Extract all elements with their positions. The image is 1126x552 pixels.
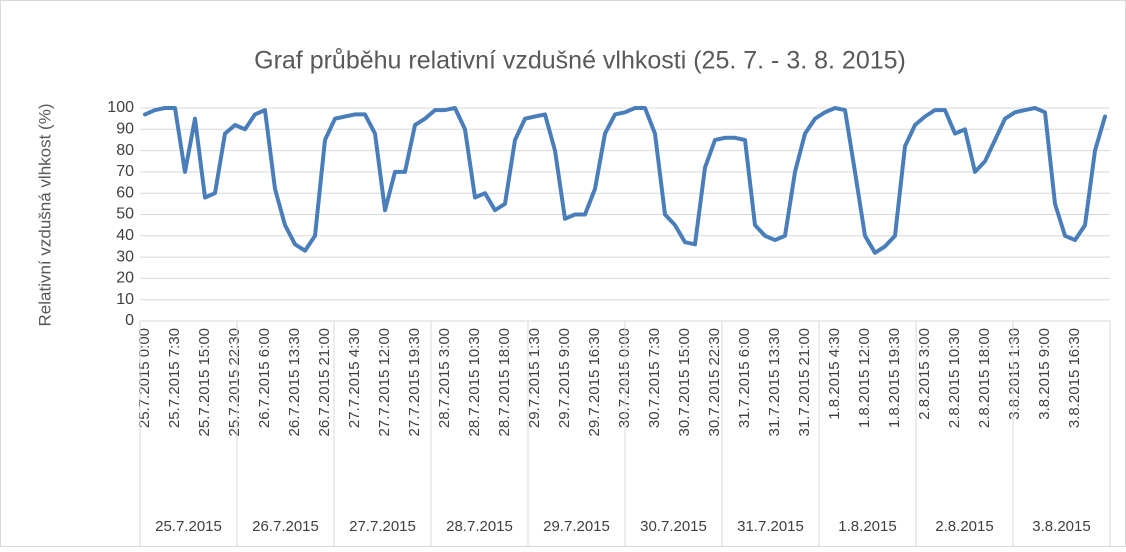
y-tick-label: 80 xyxy=(116,142,134,159)
x-tick-label: 27.7.2015 12:00 xyxy=(376,328,393,436)
x-tick-label: 3.8.2015 9:00 xyxy=(1036,328,1053,420)
group-label: 28.7.2015 xyxy=(446,518,513,535)
y-tick-label: 50 xyxy=(116,206,134,223)
x-tick-label: 30.7.2015 22:30 xyxy=(706,328,723,436)
x-tick-label: 28.7.2015 3:00 xyxy=(436,328,453,428)
x-tick-label: 25.7.2015 15:00 xyxy=(196,328,213,436)
x-tick-label: 2.8.2015 18:00 xyxy=(976,328,993,428)
x-tick-label: 29.7.2015 16:30 xyxy=(586,328,603,436)
x-tick-label: 3.8.2015 16:30 xyxy=(1066,328,1083,428)
y-tick-label: 70 xyxy=(116,163,134,180)
group-label: 31.7.2015 xyxy=(737,518,804,535)
y-tick-label: 10 xyxy=(116,291,134,308)
x-tick-label: 31.7.2015 6:00 xyxy=(736,328,753,428)
group-label: 30.7.2015 xyxy=(640,518,707,535)
y-tick-label: 60 xyxy=(116,184,134,201)
y-tick-label: 100 xyxy=(107,99,134,116)
x-tick-label: 31.7.2015 13:30 xyxy=(766,328,783,436)
x-tick-label: 29.7.2015 1:30 xyxy=(526,328,543,428)
x-tick-label: 31.7.2015 21:00 xyxy=(796,328,813,436)
x-tick-label: 28.7.2015 10:30 xyxy=(466,328,483,436)
y-tick-label: 90 xyxy=(116,121,134,138)
x-tick-label: 3.8.2015 1:30 xyxy=(1006,328,1023,420)
y-axis-title: Relativní vzdušná vlhkost (%) xyxy=(35,104,54,327)
group-label: 1.8.2015 xyxy=(838,518,896,535)
x-tick-label: 25.7.2015 0:00 xyxy=(136,328,153,428)
x-tick-label: 1.8.2015 12:00 xyxy=(856,328,873,428)
y-tick-label: 40 xyxy=(116,227,134,244)
group-label: 25.7.2015 xyxy=(155,518,222,535)
x-tick-label: 27.7.2015 4:30 xyxy=(346,328,363,428)
x-tick-label: 2.8.2015 3:00 xyxy=(916,328,933,420)
chart-title: Graf průběhu relativní vzdušné vlhkosti … xyxy=(254,47,906,75)
x-tick-label: 26.7.2015 6:00 xyxy=(256,328,273,428)
data-line xyxy=(143,106,1107,255)
x-tick-label: 1.8.2015 19:30 xyxy=(886,328,903,428)
y-tick-label: 30 xyxy=(116,248,134,265)
x-tick-label: 27.7.2015 19:30 xyxy=(406,328,423,436)
y-tick-label: 0 xyxy=(125,312,134,329)
group-label: 27.7.2015 xyxy=(349,518,416,535)
x-tick-label: 29.7.2015 9:00 xyxy=(556,328,573,428)
x-tick-label: 26.7.2015 13:30 xyxy=(286,328,303,436)
x-tick-label: 25.7.2015 7:30 xyxy=(166,328,183,428)
x-tick-label: 30.7.2015 15:00 xyxy=(676,328,693,436)
group-label: 26.7.2015 xyxy=(252,518,319,535)
x-tick-label: 26.7.2015 21:00 xyxy=(316,328,333,436)
group-label: 3.8.2015 xyxy=(1032,518,1090,535)
x-tick-label: 1.8.2015 4:30 xyxy=(826,328,843,420)
group-label: 29.7.2015 xyxy=(543,518,610,535)
x-tick-label: 28.7.2015 18:00 xyxy=(496,328,513,436)
group-label: 2.8.2015 xyxy=(935,518,993,535)
x-tick-label: 25.7.2015 22:30 xyxy=(226,328,243,436)
x-tick-label: 30.7.2015 0:00 xyxy=(616,328,633,428)
y-tick-label: 20 xyxy=(116,270,134,287)
x-tick-label: 30.7.2015 7:30 xyxy=(646,328,663,428)
x-tick-label: 2.8.2015 10:30 xyxy=(946,328,963,428)
